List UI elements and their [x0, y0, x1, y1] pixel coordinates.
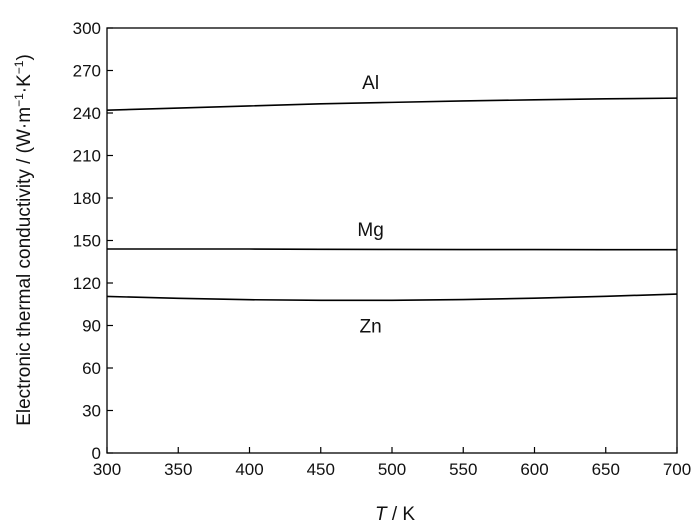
- y-tick-label: 60: [82, 359, 101, 378]
- y-tick-label: 90: [82, 317, 101, 336]
- y-tick-label: 270: [73, 62, 101, 81]
- x-tick-label: 500: [378, 460, 406, 479]
- series-line-al: [106, 97, 678, 111]
- plot-frame-rect: [106, 27, 678, 454]
- y-tick-label: 120: [73, 274, 101, 293]
- x-tick-label: 650: [592, 460, 620, 479]
- y-axis-title: Electronic thermal conductivity / (W·m−1…: [12, 54, 35, 426]
- y-tick-label: 150: [73, 232, 101, 251]
- y-tick-label: 30: [82, 402, 101, 421]
- y-axis-ticks: 0 30 60 90 120 150 180 210 240 270 300: [73, 19, 113, 463]
- x-tick-label: 700: [663, 460, 691, 479]
- series-label-zn: Zn: [360, 317, 382, 338]
- y-tick-label: 300: [73, 19, 101, 38]
- y-tick-label: 0: [92, 444, 101, 463]
- plot-frame: [106, 27, 678, 454]
- series-label-al: Al: [362, 73, 379, 94]
- series-line-zn: [106, 293, 678, 302]
- series-label-mg: Mg: [357, 220, 383, 241]
- x-tick-label: 550: [449, 460, 477, 479]
- x-tick-label: 350: [164, 460, 192, 479]
- x-tick-label: 450: [307, 460, 335, 479]
- series-lines: [106, 97, 678, 302]
- x-tick-label: 600: [520, 460, 548, 479]
- y-tick-label: 210: [73, 147, 101, 166]
- y-tick-label: 180: [73, 189, 101, 208]
- x-axis-title: T / K: [375, 504, 415, 525]
- series-line-mg: [107, 248, 677, 251]
- series-labels: Al Mg Zn: [357, 73, 383, 338]
- x-tick-label: 300: [93, 460, 121, 479]
- x-axis-ticks: 300 350 400 450 500 550 600 650 700: [93, 447, 691, 479]
- y-tick-label: 240: [73, 104, 101, 123]
- x-tick-label: 400: [235, 460, 263, 479]
